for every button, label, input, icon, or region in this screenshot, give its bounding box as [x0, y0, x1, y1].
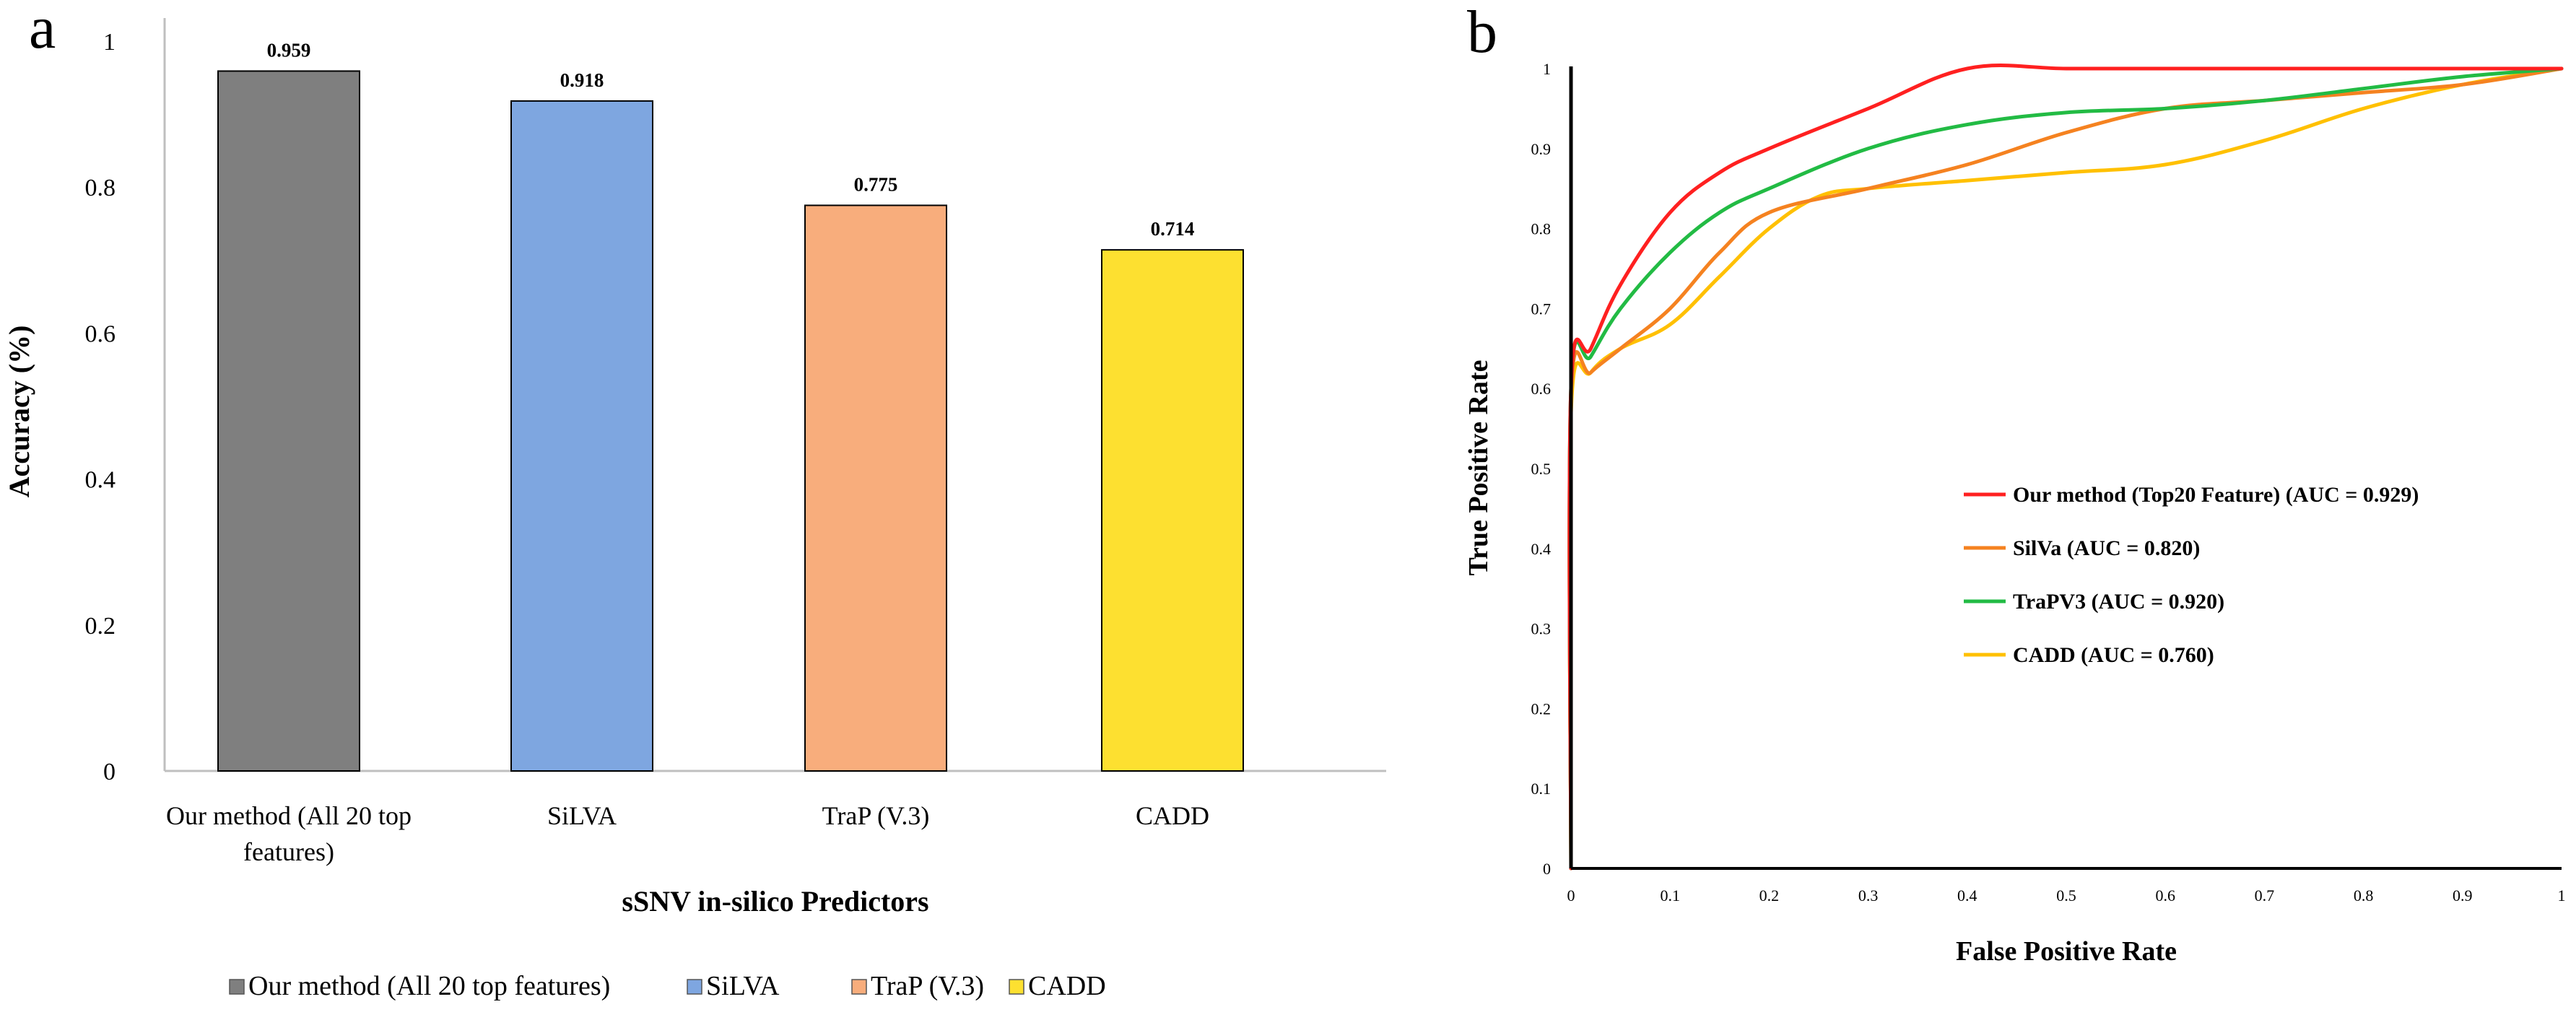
y-tick-label: 0.2 — [85, 613, 116, 640]
x-tick-label: 0 — [1567, 886, 1575, 905]
x-tick-label: 0.2 — [1759, 886, 1780, 905]
x-axis-title: False Positive Rate — [1956, 936, 2177, 967]
legend-swatch — [1009, 979, 1024, 995]
y-tick-label: 0.2 — [1531, 699, 1552, 718]
x-tick-label: 0.5 — [2056, 886, 2076, 905]
y-tick-label: 0.1 — [1531, 780, 1552, 798]
legend-label: Our method (Top20 Feature) (AUC = 0.929) — [2013, 483, 2419, 507]
category-labels: Our method (All 20 top features) SiLVA TraP… — [166, 801, 1209, 866]
category-label: features) — [243, 837, 334, 866]
legend-label: SiLVA — [706, 971, 780, 1001]
category-label: CADD — [1136, 801, 1209, 830]
legend-label: TraP (V.3) — [871, 971, 984, 1001]
bar-3 — [804, 204, 947, 772]
legend-label: CADD (AUC = 0.760) — [2013, 643, 2214, 667]
x-tick-labels: 0 0.1 0.2 0.3 0.4 0.5 0.6 0.7 0.8 0.9 1 — [1567, 886, 2566, 905]
category-label: SiLVA — [547, 801, 617, 830]
x-tick-label: 0.8 — [2354, 886, 2374, 905]
x-axis-title: sSNV in-silico Predictors — [622, 885, 928, 917]
legend-swatch — [229, 979, 245, 995]
data-label: 0.714 — [1151, 218, 1195, 240]
y-tick-label: 0.6 — [1531, 380, 1552, 398]
legend-label: CADD — [1028, 971, 1106, 1001]
y-tick-labels: 0 0.2 0.4 0.6 0.8 1 — [85, 29, 116, 785]
y-tick-label: 0.6 — [85, 321, 116, 347]
data-label: 0.775 — [854, 173, 898, 195]
bars: 0.959 0.918 0.775 0.714 — [217, 39, 1244, 772]
bar-chart-panel: 0 0.2 0.4 0.6 0.8 1 0.959 0.918 0.775 0.714 Our … — [3, 18, 1386, 1001]
y-tick-label: 0 — [1543, 860, 1551, 878]
data-label: 0.959 — [267, 39, 311, 61]
y-tick-label: 0.7 — [1531, 300, 1552, 318]
y-axis-title: Accuracy (%) — [3, 326, 35, 498]
bar-1 — [217, 70, 360, 772]
data-label: 0.918 — [560, 69, 604, 91]
panel-label-a: a — [29, 0, 56, 61]
bar-2 — [510, 100, 653, 772]
x-tick-label: 0.6 — [2155, 886, 2175, 905]
legend-label: Our method (All 20 top features) — [248, 971, 610, 1001]
roc-curve-series-1 — [1567, 64, 2564, 871]
y-tick-label: 0.4 — [85, 467, 116, 494]
legend-swatch — [687, 979, 702, 995]
y-axis-title: True Positive Rate — [1463, 360, 1494, 576]
roc-curve-series-4 — [1567, 66, 2564, 871]
y-tick-label: 0.4 — [1531, 540, 1552, 558]
legend: Our method (Top20 Feature) (AUC = 0.929)… — [1964, 483, 2419, 667]
x-tick-label: 0.3 — [1858, 886, 1879, 905]
y-tick-label: 1 — [103, 29, 116, 56]
roc-curve-series-3 — [1567, 66, 2564, 871]
x-tick-label: 0.9 — [2453, 886, 2473, 905]
y-tick-label: 0.9 — [1531, 140, 1552, 158]
x-tick-label: 1 — [2558, 886, 2566, 905]
roc-curves — [1567, 64, 2564, 871]
x-tick-label: 0.1 — [1660, 886, 1680, 905]
bar-4 — [1101, 249, 1244, 772]
y-tick-label: 0.5 — [1531, 460, 1552, 478]
panel-label-b: b — [1467, 0, 1497, 66]
category-label: Our method (All 20 top — [166, 801, 412, 830]
y-tick-labels: 0 0.1 0.2 0.3 0.4 0.5 0.6 0.7 0.8 0.9 1 — [1531, 60, 1552, 878]
roc-curve-series-2 — [1567, 66, 2564, 871]
x-tick-label: 0.7 — [2255, 886, 2275, 905]
x-tick-label: 0.4 — [1957, 886, 1977, 905]
roc-chart-panel: 0 0.1 0.2 0.3 0.4 0.5 0.6 0.7 0.8 0.9 1 0 0.1 0.2 0.3… — [1463, 60, 2566, 967]
legend-label: SilVa (AUC = 0.820) — [2013, 536, 2200, 560]
y-tick-label: 0.3 — [1531, 620, 1552, 638]
y-tick-label: 0 — [103, 759, 116, 785]
legend-swatch — [851, 979, 867, 995]
legend: Our method (All 20 top features) SiLVA Tra… — [229, 971, 1106, 1001]
y-tick-label: 0.8 — [85, 175, 116, 201]
legend-label: TraPV3 (AUC = 0.920) — [2013, 590, 2224, 614]
y-tick-label: 0.8 — [1531, 220, 1552, 238]
category-label: TraP (V.3) — [822, 801, 930, 830]
y-tick-label: 1 — [1543, 60, 1551, 78]
